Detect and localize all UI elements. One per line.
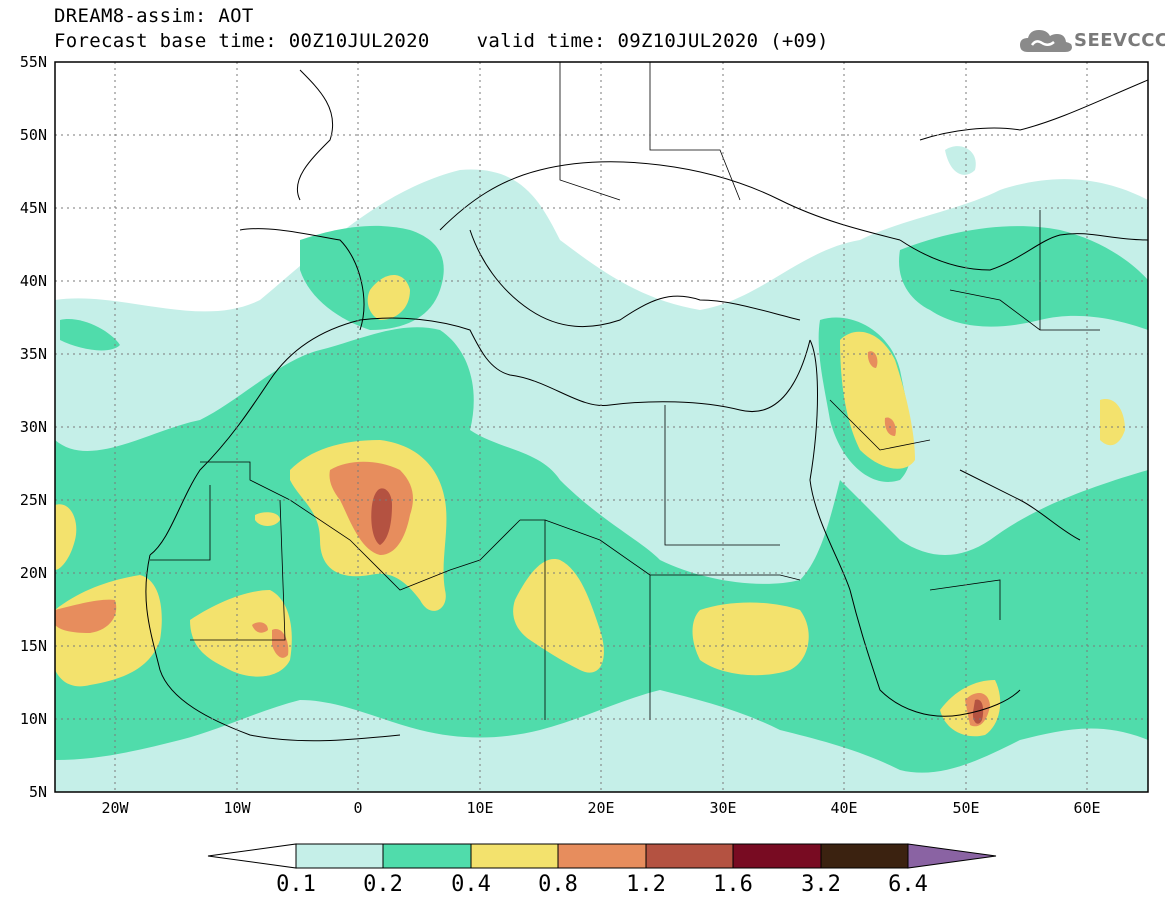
forecast-time-line: Forecast base time: 00Z10JUL2020 valid t… (54, 30, 829, 52)
lon-label: 10W (223, 799, 251, 817)
colorbar-upper-arrow (907, 843, 997, 869)
colorbar-label: 0.4 (451, 872, 491, 897)
country-borders (150, 62, 1100, 720)
lon-label: 20E (587, 799, 614, 817)
aot-level-0-4 (55, 275, 1125, 737)
colorbar-label: 6.4 (888, 872, 928, 897)
colorbar-segment (470, 843, 559, 869)
latitude-labels: 55N 50N 45N 40N 35N 30N 25N 20N 15N 10N … (20, 53, 47, 801)
lat-label: 30N (20, 418, 47, 436)
colorbar-segment (645, 843, 734, 869)
colorbar (207, 843, 997, 869)
lat-label: 35N (20, 345, 47, 363)
colorbar-segment (732, 843, 822, 869)
lon-label: 50E (952, 799, 979, 817)
cloud-icon (1020, 30, 1072, 52)
lat-label: 55N (20, 53, 47, 71)
colorbar-label: 0.2 (363, 872, 403, 897)
lon-label: 60E (1073, 799, 1100, 817)
lat-label: 40N (20, 272, 47, 290)
colorbar-label: 0.1 (276, 872, 316, 897)
graticule (55, 62, 1148, 792)
lat-label: 25N (20, 491, 47, 509)
lat-label: 10N (20, 710, 47, 728)
colorbar-label: 0.8 (538, 872, 578, 897)
lon-label: 30E (709, 799, 736, 817)
logo-text: SEEVCCC (1074, 30, 1165, 51)
colorbar-segment (382, 843, 472, 869)
longitude-labels: 20W 10W 0 10E 20E 30E 40E 50E 60E (101, 799, 1100, 817)
map-title: DREAM8-assim: AOT (54, 5, 254, 27)
lon-label: 40E (830, 799, 857, 817)
colorbar-lower-arrow (207, 843, 297, 869)
colorbar-segment (820, 843, 909, 869)
seevccc-logo: SEEVCCC (1018, 24, 1165, 58)
colorbar-label: 3.2 (801, 872, 841, 897)
map-frame (54, 61, 1149, 793)
lat-label: 45N (20, 199, 47, 217)
colorbar-segment (295, 843, 384, 869)
coastlines (145, 69, 1148, 742)
lon-label: 10E (466, 799, 493, 817)
colorbar-label: 1.6 (713, 872, 753, 897)
lon-label: 20W (101, 799, 129, 817)
lon-label: 0 (353, 799, 362, 817)
colorbar-label: 1.2 (626, 872, 666, 897)
lat-label: 15N (20, 637, 47, 655)
lat-label: 20N (20, 564, 47, 582)
lat-label: 5N (29, 783, 47, 801)
lat-label: 50N (20, 126, 47, 144)
colorbar-segment (557, 843, 647, 869)
